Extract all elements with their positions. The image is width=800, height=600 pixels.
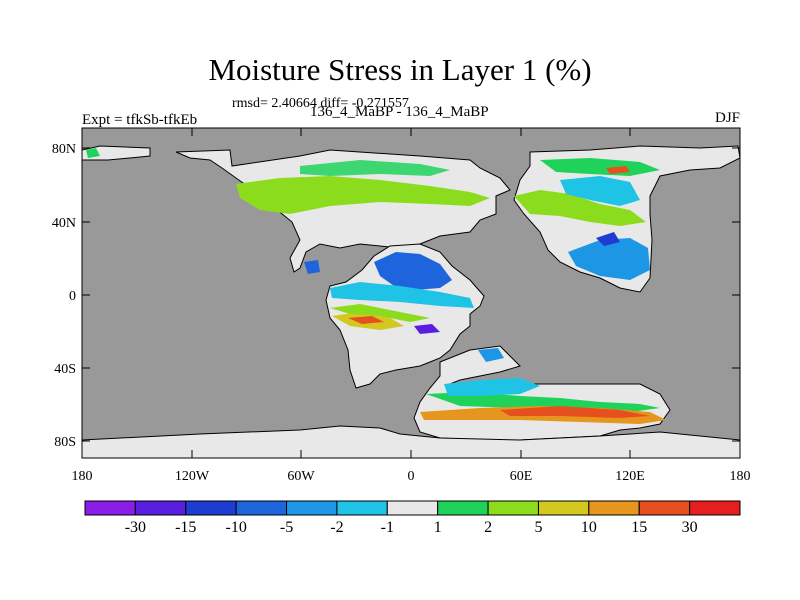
anomaly-red-east (606, 166, 630, 174)
colorbar-swatch (286, 500, 338, 516)
colorbar-label: -30 (125, 519, 146, 536)
anomaly-blue-north (304, 260, 320, 274)
stats-text: rmsd= 2.40664 diff= -0.271557 (232, 96, 409, 111)
colorbar-label: -5 (280, 519, 293, 536)
anomaly-blue-south (478, 348, 504, 362)
colorbar-label: 1 (434, 519, 442, 536)
colorbar-label: -2 (330, 519, 343, 536)
colorbar-label: 2 (484, 519, 492, 536)
anomaly-green-east-top (540, 158, 660, 176)
map-title: Moisture Stress in Layer 1 (%) (208, 52, 592, 87)
land-field (82, 145, 740, 458)
anomaly-green-east (514, 190, 646, 226)
colorbar-label: 15 (631, 519, 647, 536)
lon-label-60w: 60W (287, 469, 315, 484)
landmass-north-strip (82, 145, 151, 161)
anomaly-cyan-central (330, 282, 474, 308)
anomaly-green-north (236, 176, 490, 214)
colorbar-swatch (84, 500, 136, 516)
anomaly-blue-central (374, 252, 452, 290)
anomaly-green-central (330, 304, 430, 322)
anomaly-red-south (500, 406, 650, 418)
colorbar-swatch (437, 500, 489, 516)
colorbar-label: 10 (581, 519, 597, 536)
colorbar-label: -15 (175, 519, 196, 536)
period-label: 136_4_MaBP - 136_4_MaBP (310, 104, 489, 120)
lon-label-120e: 120E (615, 469, 645, 484)
colorbar-swatch (336, 500, 388, 516)
colorbar-swatch (235, 500, 288, 516)
lon-label-180-left: 180 (72, 469, 93, 484)
colorbar-label: -10 (225, 519, 246, 536)
anomaly-cyan-east (560, 176, 640, 206)
colorbar-label: 30 (682, 519, 698, 536)
experiment-label: Expt = tfkSb-tfkEb (82, 112, 198, 128)
lon-label-60e: 60E (510, 469, 533, 484)
lat-label-40n: 40N (52, 216, 76, 231)
lat-axis: 80N 40N 0 40S 80S (52, 142, 740, 450)
lat-label-40s: 40S (54, 362, 76, 377)
colorbar-swatch (588, 500, 640, 516)
colorbar-swatch (386, 500, 439, 516)
lon-label-120w: 120W (175, 469, 210, 484)
anomaly-cyan-south (444, 378, 540, 396)
colorbar-swatch (689, 500, 741, 516)
season-label: DJF (714, 110, 740, 126)
colorbar-swatch (487, 500, 539, 516)
anomaly-darkblue-east (596, 232, 620, 246)
lon-label-0: 0 (408, 469, 415, 484)
landmass-antarctic (82, 425, 740, 458)
anomaly-green-northwest (86, 148, 100, 158)
lon-axis: 180 120W 60W 0 60E 120E 180 (72, 128, 751, 484)
colorbar: -30 -15 -10 -5 -2 -1 1 2 5 10 15 30 (84, 500, 741, 536)
colorbar-swatch (537, 500, 590, 516)
anomaly-darkblue-central (414, 324, 440, 334)
lat-label-80s: 80S (54, 435, 76, 450)
anomaly-red-central (348, 316, 384, 324)
colorbar-swatch (134, 500, 187, 516)
colorbar-swatch (185, 500, 237, 516)
lon-label-180-right: 180 (730, 469, 751, 484)
colorbar-label: -1 (381, 519, 394, 536)
anomaly-lightgreen-north (300, 160, 450, 176)
colorbar-swatch (638, 500, 691, 516)
colorbar-label: 5 (534, 519, 542, 536)
anomaly-blue-east (568, 238, 650, 280)
anomaly-green-south (426, 392, 660, 412)
lat-label-80n: 80N (52, 142, 76, 157)
lat-label-0: 0 (69, 289, 76, 304)
